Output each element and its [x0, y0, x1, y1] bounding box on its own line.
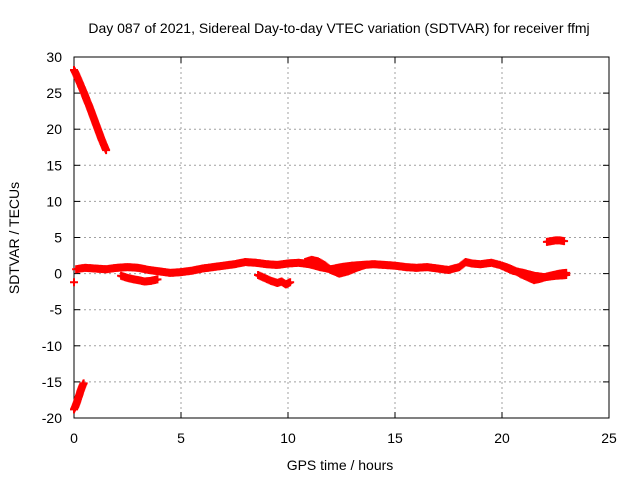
x-tick-label: 25 — [601, 430, 617, 446]
y-axis-label: SDTVAR / TECUs — [6, 182, 22, 294]
data-point — [361, 260, 370, 269]
data-series — [301, 255, 370, 278]
data-series — [498, 261, 571, 285]
x-tick-label: 15 — [387, 430, 403, 446]
y-tick-label: 25 — [46, 85, 62, 101]
y-tick-label: 20 — [46, 121, 62, 137]
data-point — [560, 237, 569, 246]
data-point — [286, 278, 295, 287]
data-point — [153, 275, 162, 284]
data-series — [70, 65, 111, 155]
chart-title: Day 087 of 2021, Sidereal Day-to-day VTE… — [88, 20, 589, 36]
data-point — [102, 146, 111, 155]
y-tick-label: 10 — [46, 193, 62, 209]
data-point — [79, 379, 88, 388]
data-series — [70, 278, 78, 287]
x-tick-label: 10 — [280, 430, 296, 446]
x-tick-label: 20 — [494, 430, 510, 446]
data-series — [542, 236, 569, 246]
data-series — [254, 271, 295, 289]
y-tick-label: -10 — [42, 338, 62, 354]
axis-ticks: 0 5 10 15 20 25 -20 -15 -10 -5 0 5 10 15 20 25 30 — [42, 49, 617, 446]
y-tick-label: 5 — [54, 230, 62, 246]
data-series — [117, 271, 162, 286]
data-series — [70, 379, 88, 414]
gridlines — [74, 57, 609, 418]
x-tick-label: 0 — [70, 430, 78, 446]
y-tick-label: -20 — [42, 410, 62, 426]
y-tick-label: 30 — [46, 49, 62, 65]
y-tick-label: -5 — [50, 302, 63, 318]
x-axis-label: GPS time / hours — [287, 457, 394, 473]
y-tick-label: 0 — [54, 266, 62, 282]
y-tick-label: 15 — [46, 157, 62, 173]
y-tick-label: -15 — [42, 374, 62, 390]
data-points — [70, 65, 571, 414]
data-point — [562, 268, 571, 277]
data-point — [70, 278, 78, 287]
x-tick-label: 5 — [177, 430, 185, 446]
